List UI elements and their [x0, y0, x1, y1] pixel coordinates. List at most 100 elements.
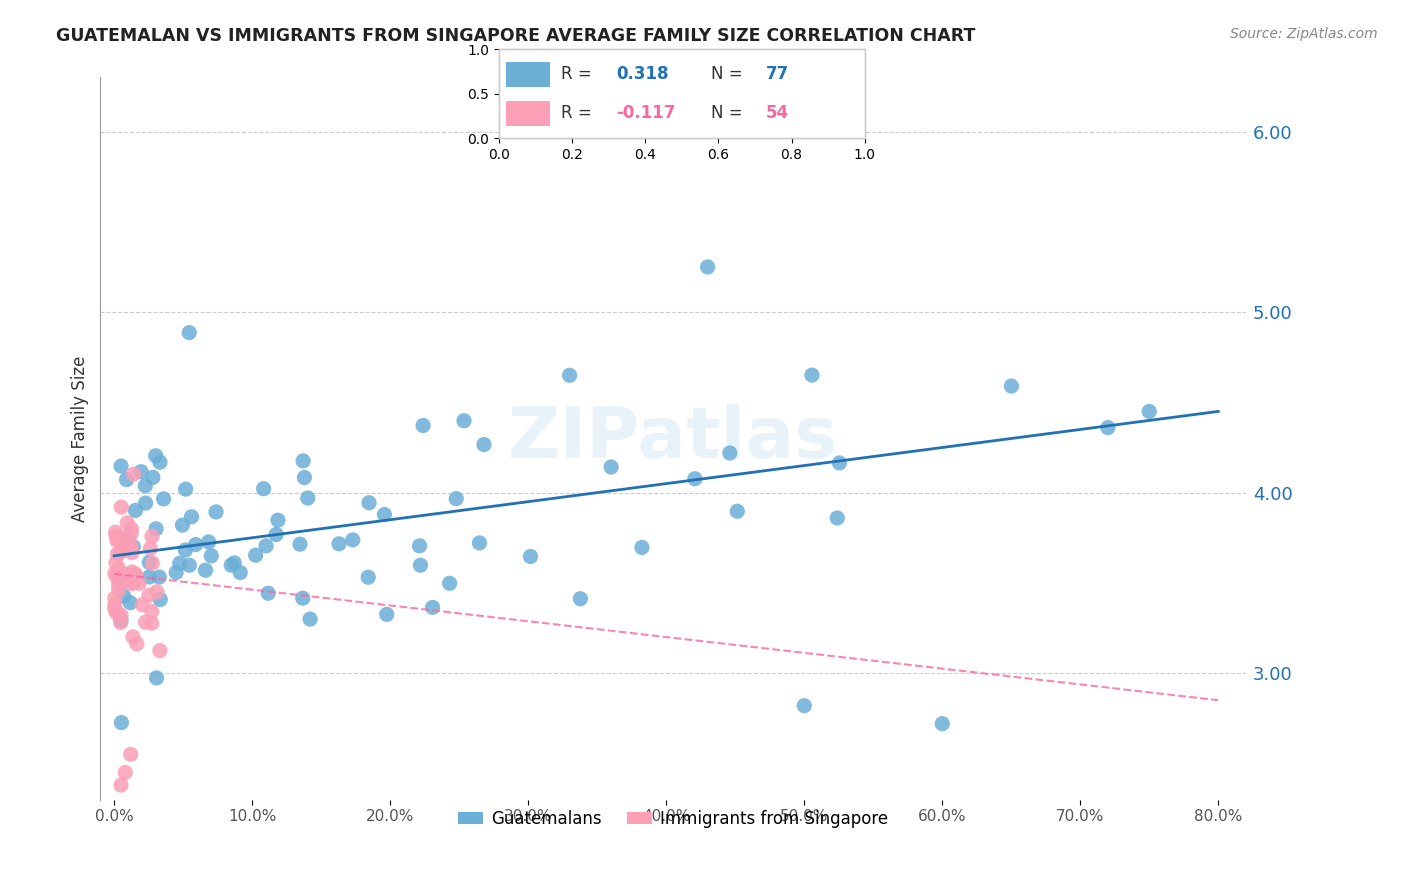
Immigrants from Singapore — [124, 567, 146, 582]
Immigrants from Singapore — [107, 578, 129, 592]
Guatemalans — [142, 470, 165, 484]
Immigrants from Singapore — [115, 531, 138, 545]
Text: R =: R = — [561, 65, 592, 83]
Immigrants from Singapore — [104, 556, 127, 570]
Guatemalans — [145, 449, 167, 463]
Guatemalans — [254, 539, 277, 553]
Immigrants from Singapore — [121, 565, 143, 579]
Guatemalans — [800, 368, 823, 383]
Guatemalans — [180, 509, 202, 524]
Guatemalans — [110, 614, 132, 628]
Y-axis label: Average Family Size: Average Family Size — [72, 355, 89, 522]
Text: R =: R = — [561, 104, 592, 122]
Text: ZIPatlas: ZIPatlas — [508, 404, 838, 473]
Immigrants from Singapore — [107, 532, 129, 546]
Immigrants from Singapore — [122, 467, 145, 482]
Guatemalans — [145, 671, 167, 685]
Guatemalans — [264, 527, 287, 541]
Immigrants from Singapore — [141, 529, 163, 543]
Guatemalans — [444, 491, 467, 506]
Guatemalans — [408, 539, 430, 553]
Immigrants from Singapore — [104, 604, 127, 618]
Immigrants from Singapore — [105, 547, 128, 561]
Guatemalans — [357, 570, 380, 584]
Immigrants from Singapore — [120, 571, 142, 585]
Immigrants from Singapore — [124, 567, 146, 582]
Immigrants from Singapore — [138, 588, 160, 602]
Immigrants from Singapore — [121, 546, 143, 560]
Immigrants from Singapore — [105, 607, 128, 621]
Immigrants from Singapore — [104, 525, 127, 540]
Guatemalans — [1097, 420, 1119, 434]
Guatemalans — [1137, 404, 1160, 418]
Guatemalans — [219, 558, 242, 573]
Immigrants from Singapore — [141, 605, 163, 619]
Text: N =: N = — [711, 104, 742, 122]
Immigrants from Singapore — [149, 643, 172, 657]
Guatemalans — [342, 533, 364, 547]
Guatemalans — [600, 460, 623, 475]
Guatemalans — [375, 607, 398, 622]
Immigrants from Singapore — [120, 540, 142, 554]
Guatemalans — [169, 557, 191, 571]
Immigrants from Singapore — [105, 533, 128, 548]
Guatemalans — [149, 455, 172, 469]
Guatemalans — [825, 511, 848, 525]
Immigrants from Singapore — [141, 556, 163, 570]
Immigrants from Singapore — [115, 537, 138, 551]
Immigrants from Singapore — [105, 529, 128, 543]
Guatemalans — [174, 543, 197, 558]
Guatemalans — [412, 418, 434, 433]
Guatemalans — [422, 600, 444, 615]
Immigrants from Singapore — [118, 538, 141, 552]
Immigrants from Singapore — [108, 574, 131, 588]
Guatemalans — [439, 576, 461, 591]
Guatemalans — [245, 548, 267, 562]
Immigrants from Singapore — [110, 608, 132, 623]
Guatemalans — [149, 592, 172, 607]
Guatemalans — [138, 555, 160, 569]
Guatemalans — [357, 496, 380, 510]
Guatemalans — [138, 570, 160, 584]
Guatemalans — [328, 537, 350, 551]
Guatemalans — [197, 535, 219, 549]
Immigrants from Singapore — [107, 582, 129, 597]
Text: N =: N = — [711, 65, 742, 83]
Immigrants from Singapore — [110, 778, 132, 792]
Guatemalans — [110, 459, 132, 474]
Immigrants from Singapore — [128, 576, 150, 591]
Guatemalans — [129, 465, 152, 479]
Guatemalans — [299, 612, 322, 626]
Guatemalans — [453, 414, 475, 428]
Guatemalans — [205, 505, 228, 519]
Immigrants from Singapore — [134, 615, 156, 630]
Immigrants from Singapore — [117, 542, 139, 557]
Guatemalans — [112, 589, 135, 603]
Immigrants from Singapore — [107, 562, 129, 576]
Guatemalans — [115, 473, 138, 487]
Guatemalans — [179, 326, 201, 340]
Guatemalans — [828, 456, 851, 470]
Text: GUATEMALAN VS IMMIGRANTS FROM SINGAPORE AVERAGE FAMILY SIZE CORRELATION CHART: GUATEMALAN VS IMMIGRANTS FROM SINGAPORE … — [56, 27, 976, 45]
Immigrants from Singapore — [104, 566, 127, 581]
Guatemalans — [135, 496, 157, 510]
Guatemalans — [409, 558, 432, 573]
Immigrants from Singapore — [146, 584, 169, 599]
Guatemalans — [294, 470, 316, 484]
Text: 54: 54 — [766, 104, 789, 122]
Immigrants from Singapore — [118, 567, 141, 582]
Immigrants from Singapore — [104, 601, 127, 615]
Guatemalans — [112, 574, 135, 589]
Immigrants from Singapore — [141, 616, 163, 631]
Guatemalans — [696, 260, 718, 274]
Guatemalans — [683, 472, 706, 486]
Immigrants from Singapore — [121, 522, 143, 536]
Guatemalans — [148, 570, 170, 584]
Guatemalans — [257, 586, 280, 600]
Immigrants from Singapore — [104, 591, 127, 606]
Guatemalans — [373, 508, 395, 522]
Guatemalans — [165, 566, 187, 580]
Immigrants from Singapore — [107, 530, 129, 544]
Immigrants from Singapore — [121, 568, 143, 582]
Guatemalans — [174, 482, 197, 496]
